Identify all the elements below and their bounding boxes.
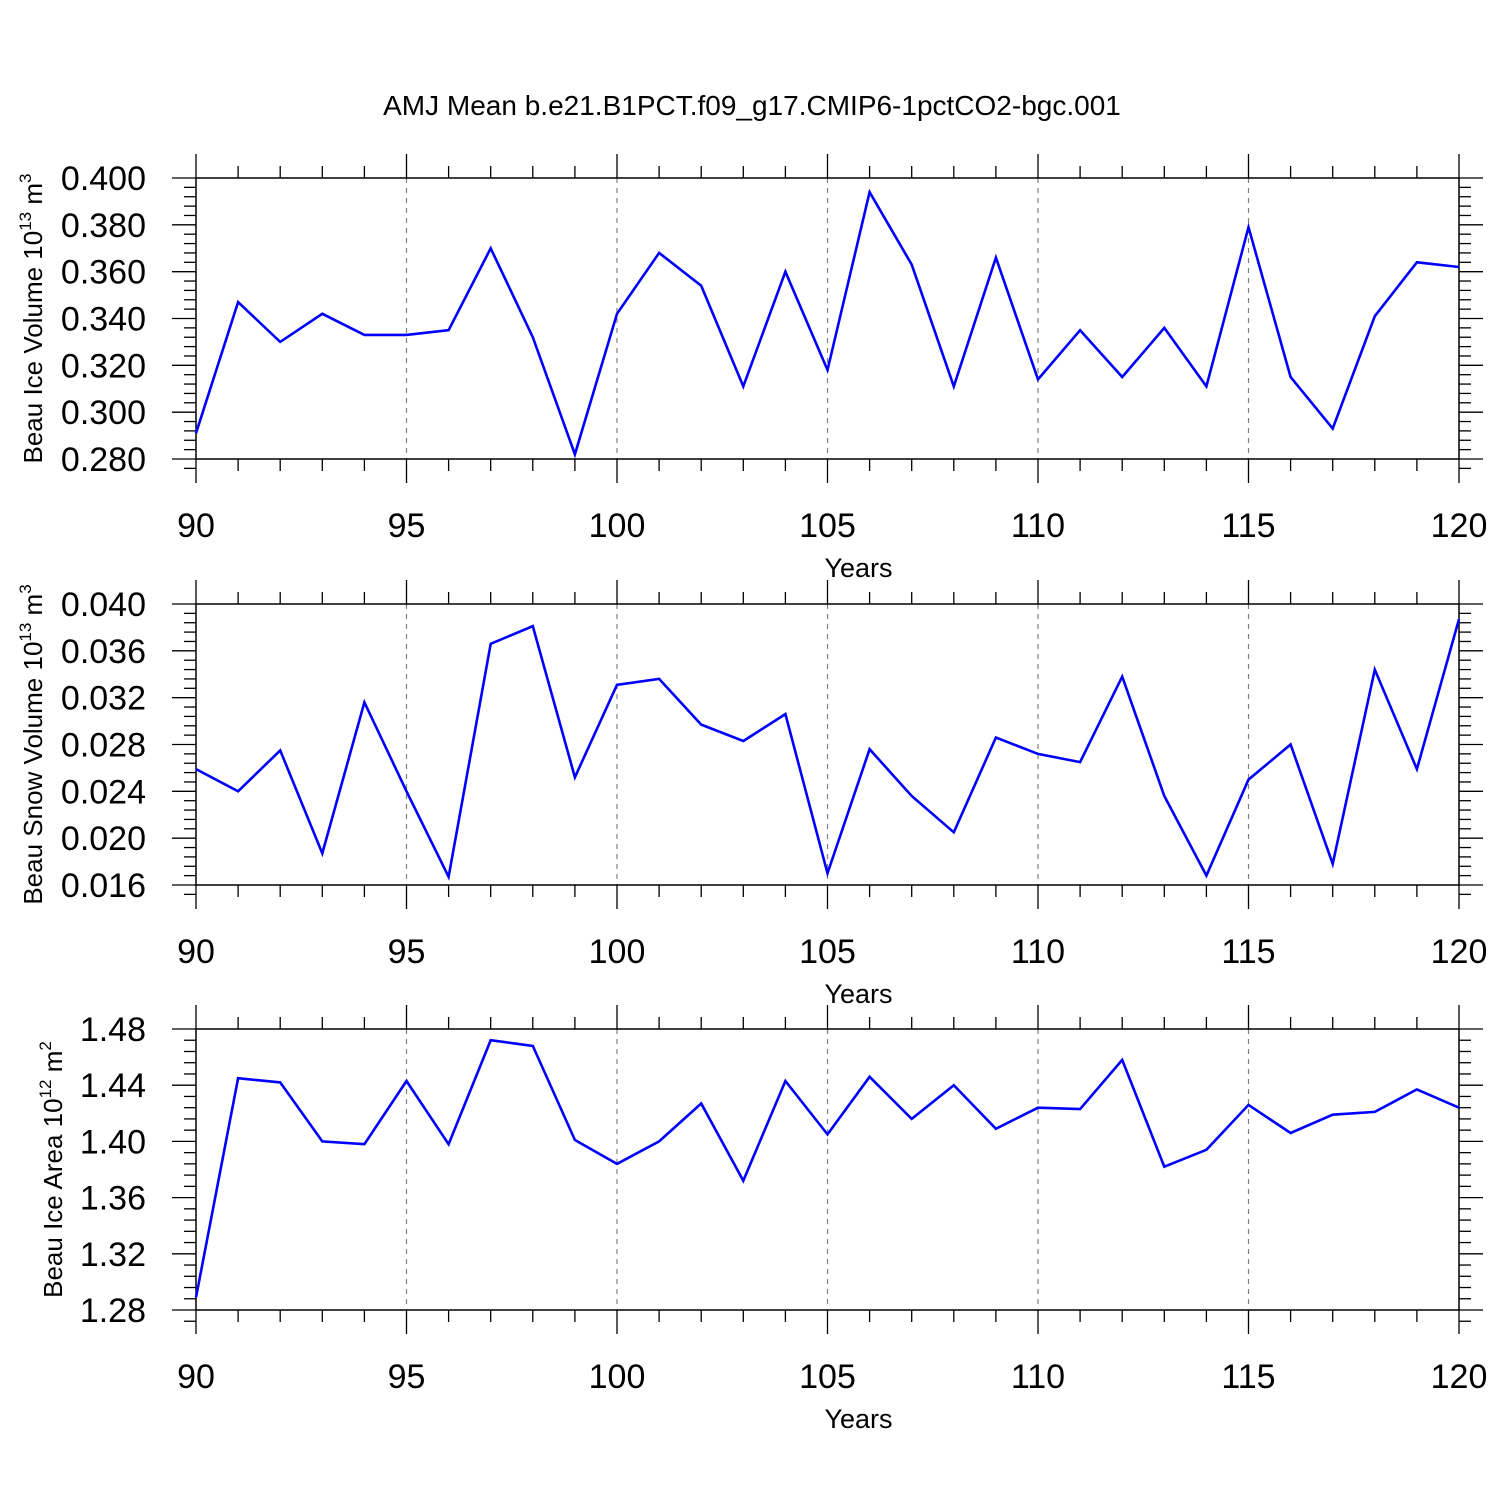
y-tick-label: 0.340 — [61, 301, 146, 339]
y-axis-label-main: Beau Ice Volume 10 — [18, 231, 48, 464]
y-tick-label: 0.024 — [61, 773, 146, 811]
x-tick-label: 115 — [1221, 1358, 1275, 1396]
x-tick-label: 110 — [1011, 507, 1065, 545]
y-axis-label-exp: 13 — [16, 212, 35, 231]
y-axis-label: Beau Ice Volume 1013 m3 — [16, 174, 48, 464]
x-tick-label: 120 — [1431, 1358, 1488, 1396]
x-tick-label: 95 — [388, 507, 426, 545]
panel-3: 90 95 100 105 110 115 120 1.28 1.32 1.36 1.40 1.44 1… — [36, 1005, 1487, 1434]
x-tick-label: 115 — [1221, 933, 1275, 971]
x-tick-label: 90 — [177, 1358, 215, 1396]
panels: 90 95 100 105 110 115 120 0.280 0.300 0.320 0.340 0… — [16, 154, 1487, 1434]
y-tick-label: 1.40 — [80, 1123, 146, 1161]
chart-title: AMJ Mean b.e21.B1PCT.f09_g17.CMIP6-1pctC… — [383, 90, 1121, 121]
x-tick-label: 120 — [1431, 507, 1488, 545]
y-tick-label: 0.036 — [61, 633, 146, 671]
y-axis-label-unit: m — [18, 594, 48, 623]
y-axis-label: Beau Ice Area 1012 m2 — [36, 1041, 68, 1298]
y-tick-label: 0.380 — [61, 207, 146, 245]
y-tick-label: 0.020 — [61, 820, 146, 858]
x-tick-label: 100 — [589, 507, 646, 545]
y-tick-label: 0.032 — [61, 680, 146, 718]
y-axis-label-unit-exp: 2 — [36, 1041, 55, 1050]
y-tick-label: 0.280 — [61, 441, 146, 479]
y-tick-label: 0.300 — [61, 394, 146, 432]
y-axis-label-main: Beau Ice Area 10 — [38, 1098, 68, 1297]
y-tick-label: 0.400 — [61, 160, 146, 198]
x-tick-label: 100 — [589, 1358, 646, 1396]
y-tick-label: 0.040 — [61, 586, 146, 624]
y-axis-label: Beau Snow Volume 1013 m3 — [16, 584, 48, 904]
y-axis-label-unit: m — [18, 183, 48, 212]
y-tick-label: 0.016 — [61, 867, 146, 905]
x-axis-label: Years — [824, 553, 892, 583]
y-tick-label: 0.360 — [61, 254, 146, 292]
panel-2: 90 95 100 105 110 115 120 0.016 0.020 0.024 0.028 0… — [16, 580, 1487, 1009]
x-tick-label: 90 — [177, 507, 215, 545]
x-tick-label: 95 — [388, 933, 426, 971]
x-tick-label: 120 — [1431, 933, 1488, 971]
y-tick-label: 0.320 — [61, 347, 146, 385]
y-axis-label-main: Beau Snow Volume 10 — [18, 642, 48, 905]
y-tick-label: 1.44 — [80, 1067, 146, 1105]
x-axis-label: Years — [824, 1404, 892, 1434]
x-axis-label: Years — [824, 979, 892, 1009]
x-tick-label: 105 — [799, 1358, 856, 1396]
panel-1: 90 95 100 105 110 115 120 0.280 0.300 0.320 0.340 0… — [16, 154, 1487, 583]
x-tick-label: 105 — [799, 507, 856, 545]
y-axis-label-exp: 12 — [36, 1079, 55, 1098]
y-tick-label: 1.36 — [80, 1180, 146, 1218]
y-tick-label: 1.32 — [80, 1236, 146, 1274]
series-line — [194, 1038, 1460, 1298]
series-line — [195, 618, 1461, 881]
x-tick-label: 110 — [1011, 1358, 1065, 1396]
x-tick-label: 90 — [177, 933, 215, 971]
y-axis-label-unit: m — [38, 1051, 68, 1080]
y-tick-label: 1.48 — [80, 1011, 146, 1049]
y-axis-label-unit-exp: 3 — [16, 584, 35, 593]
y-tick-label: 1.28 — [80, 1292, 146, 1330]
x-tick-label: 115 — [1221, 507, 1275, 545]
x-tick-label: 105 — [799, 933, 856, 971]
x-tick-label: 95 — [388, 1358, 426, 1396]
x-tick-label: 100 — [589, 933, 646, 971]
y-axis-label-exp: 13 — [16, 623, 35, 642]
series-line — [194, 188, 1460, 459]
y-axis-label-unit-exp: 3 — [16, 174, 35, 183]
y-tick-label: 0.028 — [61, 727, 146, 765]
x-tick-label: 110 — [1011, 933, 1065, 971]
